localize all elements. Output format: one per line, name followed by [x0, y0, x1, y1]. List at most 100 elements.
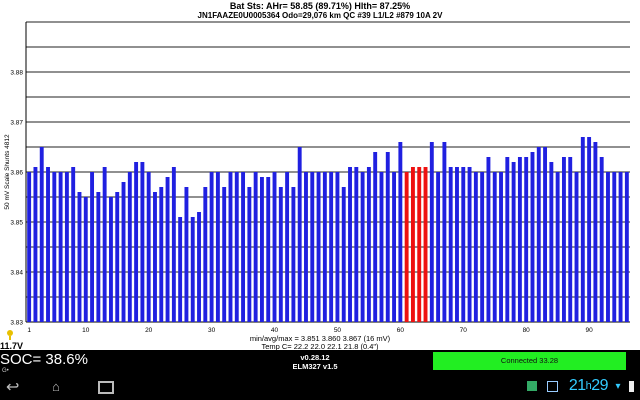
- cell-bar: [606, 172, 610, 322]
- cell-bar: [33, 167, 38, 322]
- cell-bar: [580, 137, 585, 322]
- adapter-version: ELM327 v1.5: [292, 362, 338, 371]
- y-tick-label: 3.86: [10, 170, 23, 177]
- cell-bar: [385, 152, 390, 322]
- x-tick-label: 60: [397, 327, 405, 334]
- cell-bar: [39, 147, 44, 322]
- cell-bar: [442, 142, 447, 322]
- gps-icon: G•: [2, 368, 9, 374]
- cell-bar: [278, 187, 283, 322]
- lightbulb-icon: [7, 330, 13, 336]
- status-strip: SOC= 38.6% G• v0.28.12 ELM327 v1.5 Conne…: [0, 350, 640, 375]
- cell-bar: [322, 172, 327, 322]
- cell-bar: [310, 172, 315, 322]
- back-arrow-icon[interactable]: ↩: [6, 379, 20, 396]
- cell-bar: [574, 172, 579, 322]
- app-version: v0.28.12: [300, 353, 330, 362]
- cell-bar: [429, 142, 434, 322]
- cell-bar: [96, 192, 101, 322]
- cell-bar: [90, 172, 95, 322]
- cell-bar: [190, 217, 195, 322]
- shunt-bar: [423, 167, 428, 322]
- screenshot-icon: [547, 380, 559, 392]
- cell-bar: [222, 187, 227, 322]
- cell-bar: [379, 172, 384, 322]
- recents-icon[interactable]: [98, 381, 114, 394]
- cell-bar: [316, 172, 321, 322]
- cell-bar: [568, 157, 573, 322]
- cell-bar: [492, 172, 497, 322]
- cell-bar: [58, 172, 63, 322]
- cell-bar: [561, 157, 566, 322]
- cell-bar: [83, 197, 88, 322]
- cell-bar: [253, 172, 258, 322]
- cell-bar: [624, 172, 629, 322]
- cell-bar: [247, 187, 252, 322]
- x-tick-label: 20: [145, 327, 153, 334]
- cell-bar: [159, 187, 164, 322]
- aux-battery-voltage: 11.7V: [0, 341, 24, 351]
- cell-bar: [335, 172, 340, 322]
- cell-bar: [297, 147, 302, 322]
- cell-bar: [64, 172, 69, 322]
- battery-icon: [629, 380, 634, 392]
- cell-bar: [448, 167, 453, 322]
- cell-bar: [599, 157, 604, 322]
- cell-bar: [373, 152, 378, 322]
- system-tray[interactable]: 21h29 ▾: [526, 377, 634, 395]
- cell-bar: [165, 177, 170, 322]
- cell-bar: [555, 172, 560, 322]
- cell-bar: [499, 172, 503, 322]
- wifi-icon: ▾: [615, 380, 621, 392]
- cell-bar: [549, 162, 554, 322]
- cell-bar: [587, 137, 592, 322]
- cell-bar: [197, 212, 201, 322]
- cell-bar: [77, 192, 82, 322]
- cell-bar: [234, 172, 239, 322]
- cell-bar: [467, 167, 472, 322]
- cell-bar: [153, 192, 157, 322]
- cell-bar: [140, 162, 145, 322]
- cell-bar: [266, 177, 271, 322]
- cell-bar: [46, 167, 50, 322]
- chart-grid: [25, 21, 630, 323]
- cell-bar: [473, 172, 478, 322]
- state-of-charge: SOC= 38.6%: [0, 351, 88, 368]
- cell-bar: [480, 172, 485, 322]
- temperature-readout: Temp C= 22.2 22.0 22.1 21.8 (0.4"): [261, 342, 379, 351]
- x-tick-label: 90: [585, 327, 593, 334]
- chart-bars: [27, 137, 629, 322]
- notification-icon: [526, 381, 537, 392]
- cell-bar: [259, 177, 264, 322]
- x-tick-label: 50: [334, 327, 342, 334]
- x-tick-label: 10: [82, 327, 90, 334]
- cell-voltage-chart[interactable]: 3.83 3.84 3.85 3.86 3.87 3.88 1 10 20 30 40 50 60 70 8…: [0, 0, 640, 350]
- cell-bar: [304, 172, 308, 322]
- cell-bar: [524, 157, 529, 322]
- cell-bar: [108, 197, 113, 322]
- x-tick-label: 30: [208, 327, 216, 334]
- y-tick-label: 3.84: [10, 270, 23, 277]
- cell-bar: [505, 157, 510, 322]
- y-tick-label: 3.88: [10, 70, 23, 77]
- cell-bar: [354, 167, 359, 322]
- cell-bar: [291, 187, 296, 322]
- vehicle-info-header: JN1FAAZE0U0005364 Odo=29,076 km QC #39 L…: [197, 11, 443, 20]
- cell-bar: [392, 172, 397, 322]
- android-nav-bar: ↩ ⌂ 21h29 ▾: [0, 375, 640, 400]
- cell-bar: [171, 167, 176, 322]
- cell-bar: [455, 167, 459, 322]
- cell-bar: [115, 192, 120, 322]
- cell-bar: [146, 172, 151, 322]
- cell-bar: [228, 172, 233, 322]
- cell-bar: [618, 172, 623, 322]
- cell-bar: [436, 172, 441, 322]
- y-tick-label: 3.85: [10, 220, 23, 227]
- connection-status-button[interactable]: Connected 33.28: [433, 352, 626, 370]
- cell-bar: [285, 172, 290, 322]
- home-icon[interactable]: ⌂: [52, 379, 60, 394]
- cell-bar: [486, 157, 491, 322]
- x-tick-label: 80: [523, 327, 531, 334]
- min-avg-max-readout: min/avg/max = 3.851 3.860 3.867 (16 mV): [249, 334, 391, 343]
- cell-bar: [511, 162, 516, 322]
